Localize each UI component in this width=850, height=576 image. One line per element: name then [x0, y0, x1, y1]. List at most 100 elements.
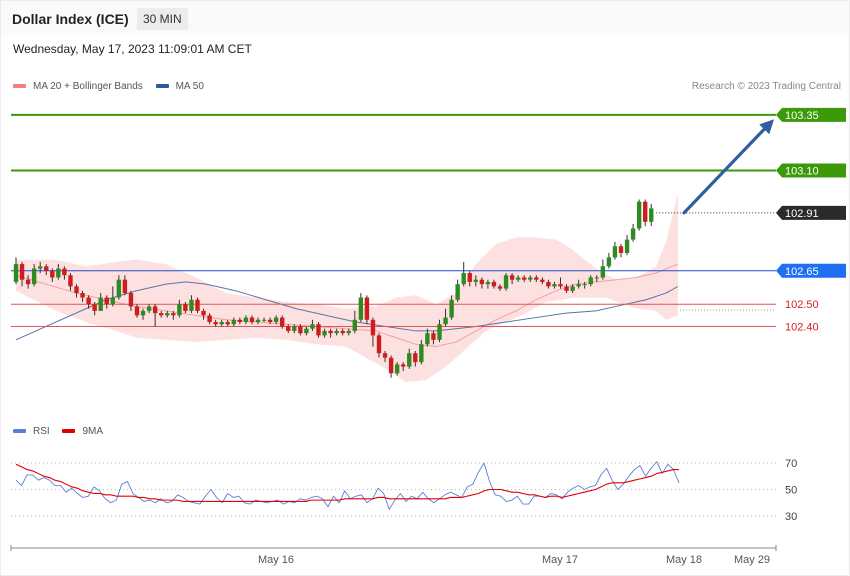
candle-body — [552, 284, 557, 287]
candle-body — [286, 326, 291, 331]
candle — [128, 290, 134, 311]
candle — [649, 203, 654, 227]
candle — [582, 281, 587, 289]
candle-body — [522, 277, 527, 280]
candle-body — [576, 284, 581, 287]
candle — [552, 281, 557, 289]
timeframe-selector[interactable]: 30 MIN — [137, 8, 188, 30]
candle — [165, 310, 170, 318]
candle — [146, 304, 152, 314]
candle-body — [388, 357, 394, 374]
candle — [455, 279, 460, 302]
candle — [485, 279, 491, 289]
candle — [304, 326, 309, 336]
candle-body — [62, 268, 67, 276]
candle-body — [128, 293, 134, 307]
candle-body — [159, 313, 164, 316]
candle-body — [449, 299, 454, 318]
candle-body — [413, 353, 418, 363]
candle — [328, 328, 333, 338]
candle — [431, 330, 436, 345]
candle — [322, 328, 327, 338]
candle — [473, 275, 478, 287]
candle-body — [165, 313, 170, 316]
candle — [509, 273, 515, 285]
candle-body — [31, 268, 37, 285]
rsi-tick-label: 50 — [785, 485, 797, 497]
candle-body — [183, 304, 188, 311]
candle — [600, 259, 606, 280]
legend-9ma: 9MA — [62, 426, 103, 437]
candle — [564, 284, 569, 294]
candle — [437, 319, 442, 343]
level-label-102.40: 102.40 — [785, 321, 819, 333]
level-tag — [776, 163, 846, 178]
candle-body — [322, 330, 327, 336]
candle-body — [80, 293, 85, 298]
candle-body — [570, 286, 575, 291]
candle-body — [189, 299, 194, 311]
candle — [50, 268, 55, 282]
candle — [31, 264, 37, 287]
ma9-swatch — [62, 429, 76, 434]
candle-body — [273, 317, 279, 323]
candle — [273, 315, 279, 325]
level-value: 103.35 — [785, 110, 819, 122]
candle-body — [376, 335, 382, 354]
candle-body — [122, 279, 128, 294]
legend-ma20-label: MA 20 + Bollinger Bands — [33, 81, 143, 92]
legend-ma20: MA 20 + Bollinger Bands — [13, 81, 143, 92]
candle-body — [267, 319, 273, 323]
candle-body — [485, 281, 491, 285]
candle-body — [455, 284, 460, 300]
candle — [310, 319, 315, 331]
candle — [231, 317, 236, 327]
candle-body — [146, 306, 152, 311]
x-tick-label: May 16 — [258, 554, 294, 566]
candle-body — [636, 201, 642, 229]
candle — [346, 328, 351, 336]
candle-body — [431, 333, 436, 340]
candle-body — [540, 279, 545, 282]
candle — [286, 324, 291, 334]
forecast-arrow-head — [759, 119, 774, 135]
candle — [116, 275, 122, 300]
candle — [261, 317, 267, 323]
candle-body — [56, 268, 61, 278]
candle-body — [491, 281, 497, 287]
candle-body — [624, 239, 630, 253]
candle — [479, 277, 485, 289]
candle-body — [515, 277, 521, 280]
candle — [74, 284, 79, 298]
candle — [292, 324, 297, 334]
rsi-swatch — [13, 429, 26, 434]
candle-body — [261, 319, 267, 321]
level-label-102.65: 102.65 — [776, 263, 846, 278]
level-tag — [776, 107, 846, 122]
ma50-swatch — [155, 84, 169, 89]
candle — [38, 261, 43, 274]
candle-body — [443, 317, 448, 325]
candle-body — [98, 297, 103, 311]
candle-body — [74, 286, 79, 294]
candle-body — [594, 277, 599, 279]
level-label-102.50: 102.50 — [785, 299, 819, 311]
candle — [443, 308, 448, 327]
candle — [528, 275, 533, 282]
candle — [388, 355, 394, 378]
candle — [425, 328, 430, 347]
candle — [588, 275, 593, 287]
candle — [419, 339, 424, 365]
candle-body — [467, 273, 472, 282]
candle — [376, 333, 382, 358]
candle — [491, 279, 497, 289]
candle — [98, 293, 103, 311]
candle — [177, 299, 182, 318]
candle — [104, 295, 109, 309]
level-label-103.10: 103.10 — [776, 163, 846, 178]
candle-body — [352, 319, 357, 331]
rsi-tick-label: 30 — [785, 511, 797, 523]
candle-body — [213, 322, 218, 325]
rsi-line — [15, 461, 680, 510]
